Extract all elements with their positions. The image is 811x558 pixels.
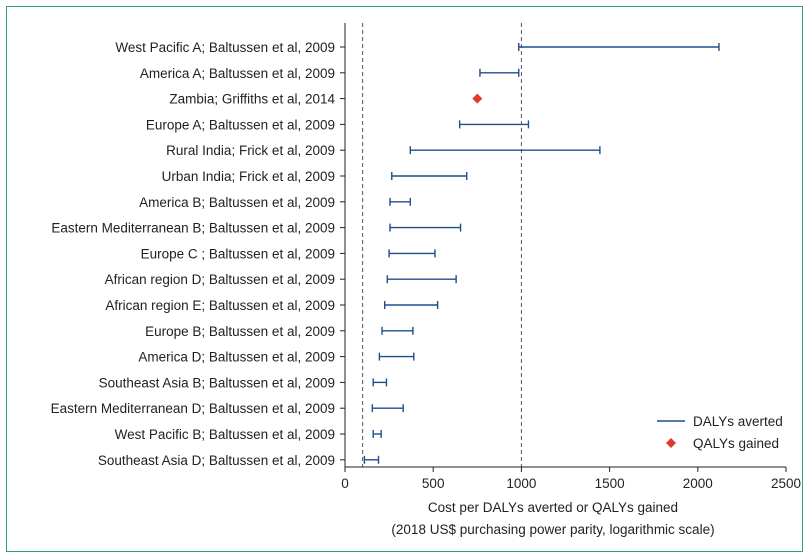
x-tick-label: 500 <box>422 476 445 491</box>
figure-frame: West Pacific A; Baltussen et al, 2009 Ame… <box>6 6 803 552</box>
daly-range-mark <box>378 352 415 361</box>
category-label: Urban India; Frick et al, 2009 <box>162 169 335 184</box>
daly-range-mark <box>518 43 720 51</box>
daly-range-mark <box>391 172 468 180</box>
daly-range-mark <box>383 301 439 309</box>
category-label: West Pacific A; Baltussen et al, 2009 <box>115 40 335 55</box>
daly-range-mark <box>389 223 462 232</box>
x-tick-label: 2000 <box>683 476 713 491</box>
reference-lines <box>362 23 522 467</box>
legend-diamond-swatch <box>666 438 676 448</box>
legend: DALYs averted QALYs gained <box>657 414 783 451</box>
x-tick-label: 2500 <box>771 476 801 491</box>
daly-range-mark <box>409 146 601 155</box>
x-tick-label: 1500 <box>595 476 625 491</box>
legend-label: DALYs averted <box>693 414 783 429</box>
x-tick-label: 1000 <box>506 476 536 491</box>
x-axis-title-line2: (2018 US$ purchasing power parity, logar… <box>391 522 714 537</box>
daly-range-mark <box>372 430 382 438</box>
x-tick-label: 0 <box>341 476 349 491</box>
category-label: Southeast Asia B; Baltussen et al, 2009 <box>99 375 335 390</box>
data-marks <box>363 43 720 464</box>
category-label: West Pacific B; Baltussen et al, 2009 <box>115 427 335 442</box>
daly-range-mark <box>389 197 411 206</box>
category-label: America B; Baltussen et al, 2009 <box>139 195 335 210</box>
daly-range-mark <box>388 249 436 258</box>
category-label: Eastern Mediterranean B; Baltussen et al… <box>51 221 335 236</box>
legend-entry: QALYs gained <box>666 436 779 451</box>
category-label: Europe A; Baltussen et al, 2009 <box>146 117 335 132</box>
category-label: Rural India; Frick et al, 2009 <box>166 143 335 158</box>
category-label: Zambia; Griffiths et al, 2014 <box>169 92 335 107</box>
category-label: Europe B; Baltussen et al, 2009 <box>145 324 335 339</box>
category-label: America D; Baltussen et al, 2009 <box>138 350 335 365</box>
daly-range-mark <box>372 378 388 387</box>
daly-range-mark <box>363 455 380 464</box>
qaly-point-mark <box>472 93 483 104</box>
legend-label: QALYs gained <box>693 436 779 451</box>
legend-entry: DALYs averted <box>657 414 783 429</box>
daly-range-mark <box>479 68 520 77</box>
category-label: Europe C ; Baltussen et al, 2009 <box>141 246 335 261</box>
category-label: African region D; Baltussen et al, 2009 <box>105 272 335 287</box>
daly-range-mark <box>386 275 457 284</box>
interval-chart: West Pacific A; Baltussen et al, 2009 Ame… <box>51 23 801 537</box>
x-axis: 0 500 1000 1500 2000 2500 <box>341 23 801 491</box>
x-axis-title-line1: Cost per DALYs averted or QALYs gained <box>428 500 678 515</box>
category-label: Southeast Asia D; Baltussen et al, 2009 <box>98 453 335 468</box>
daly-range-mark <box>381 326 414 335</box>
category-label: African region E; Baltussen et al, 2009 <box>105 298 335 313</box>
daly-range-mark <box>458 120 530 129</box>
daly-range-mark <box>371 404 404 413</box>
category-label: America A; Baltussen et al, 2009 <box>140 66 335 81</box>
category-label: Eastern Mediterranean D; Baltussen et al… <box>51 401 335 416</box>
category-labels: West Pacific A; Baltussen et al, 2009 Ame… <box>51 40 345 468</box>
